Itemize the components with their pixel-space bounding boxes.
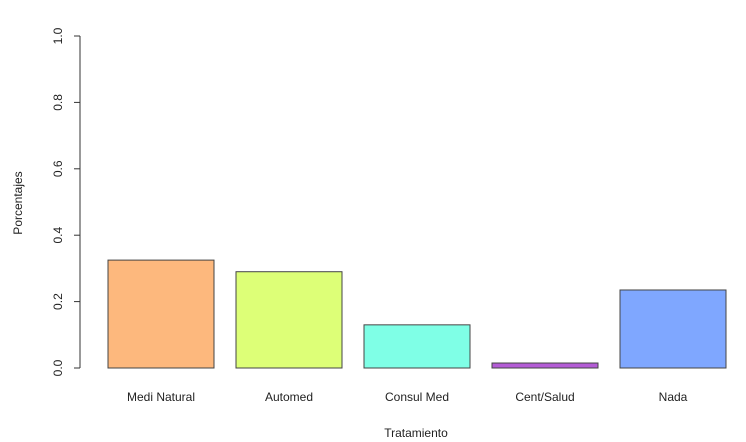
x-tick-label: Nada xyxy=(659,390,688,404)
x-axis-title: Tratamiento xyxy=(384,426,448,440)
x-axis-labels: Medi Natural Automed Consul Med Cent/Salud N… xyxy=(127,390,688,404)
bar xyxy=(491,362,599,369)
y-tick-label: 0.0 xyxy=(51,359,65,376)
y-tick-label: 0.2 xyxy=(51,293,65,310)
x-tick-label: Consul Med xyxy=(385,390,449,404)
x-tick-label: Automed xyxy=(265,390,313,404)
y-tick-label: 0.4 xyxy=(51,227,65,244)
x-tick-label: Cent/Salud xyxy=(515,390,574,404)
bar xyxy=(363,324,471,369)
bar xyxy=(107,259,215,369)
bar xyxy=(619,289,727,369)
y-axis: 0.0 0.2 0.4 0.6 0.8 1.0 xyxy=(51,27,81,376)
y-tick-label: 0.8 xyxy=(51,94,65,111)
y-tick-label: 0.6 xyxy=(51,160,65,177)
y-tick-label: 1.0 xyxy=(51,27,65,44)
y-axis-title: Porcentajes xyxy=(11,171,25,234)
bars xyxy=(107,259,727,369)
bar xyxy=(235,271,343,369)
x-tick-label: Medi Natural xyxy=(127,390,195,404)
